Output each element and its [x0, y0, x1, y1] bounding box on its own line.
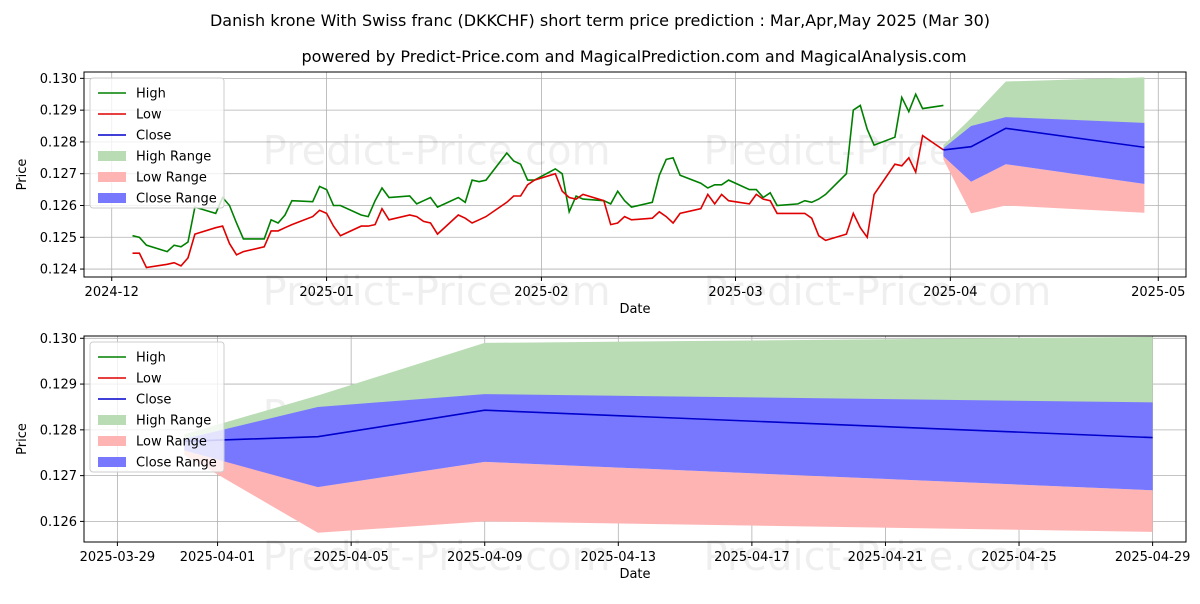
- bottom-xtick-label: 2025-04-21: [848, 550, 924, 565]
- bottom-xtick-label: 2025-04-13: [581, 550, 657, 565]
- bottom-legend-label: High: [136, 351, 166, 366]
- bottom-ytick-label: 0.129: [40, 378, 77, 393]
- top-xtick-label: 2025-04: [923, 285, 977, 300]
- bottom-xtick-label: 2025-04-17: [714, 550, 790, 565]
- bottom-legend-label: Close: [136, 393, 171, 408]
- top-xlabel: Date: [619, 302, 650, 317]
- top-legend-label: Close: [136, 129, 171, 144]
- bottom-xtick-label: 2025-04-25: [981, 550, 1057, 565]
- top-legend-swatch: [98, 172, 126, 182]
- close-range-band: [184, 394, 1153, 491]
- bottom-legend-label: Low Range: [136, 435, 207, 450]
- top-xtick-label: 2025-01: [299, 285, 353, 300]
- top-xtick-label: 2024-12: [85, 285, 139, 300]
- close-line: [943, 127, 1145, 151]
- top-ytick-label: 0.129: [40, 104, 77, 119]
- close-range-band: [943, 117, 1145, 184]
- top-frame: [83, 71, 1187, 278]
- top-legend-label: Low: [136, 108, 162, 123]
- low-range-band: [184, 448, 1153, 533]
- bottom-chart-panel: Predict-Price.comPredict-Price.comPredic…: [15, 332, 1190, 582]
- bottom-ylabel: Price: [15, 423, 30, 455]
- low-line: [132, 134, 944, 269]
- bottom-legend-label: Close Range: [136, 456, 217, 471]
- top-legend-swatch: [98, 193, 126, 203]
- bottom-legend-label: High Range: [136, 414, 211, 429]
- bottom-ytick-label: 0.126: [40, 515, 77, 530]
- top-legend-label: High Range: [136, 150, 211, 165]
- bottom-ytick-label: 0.128: [40, 423, 77, 438]
- top-ytick-label: 0.130: [40, 72, 77, 87]
- top-xtick-label: 2025-05: [1131, 285, 1185, 300]
- bottom-ytick-label: 0.130: [40, 332, 77, 347]
- bottom-xlabel: Date: [619, 567, 650, 582]
- chart-title: Danish krone With Swiss franc (DKKCHF) s…: [210, 11, 990, 30]
- bottom-xtick-label: 2025-04-09: [447, 550, 523, 565]
- top-xtick-label: 2025-02: [514, 285, 568, 300]
- top-ytick-label: 0.128: [40, 135, 77, 150]
- bottom-frame: [83, 335, 1187, 543]
- top-ytick-label: 0.126: [40, 199, 77, 214]
- bottom-legend-swatch: [98, 415, 126, 425]
- top-legend-swatch: [98, 151, 126, 161]
- high-line: [132, 92, 944, 253]
- bottom-legend-label: Low: [136, 372, 162, 387]
- top-legend-label: Low Range: [136, 171, 207, 186]
- bottom-legend-swatch: [98, 457, 126, 467]
- bottom-ytick-label: 0.127: [40, 469, 77, 484]
- top-ytick-label: 0.127: [40, 167, 77, 182]
- chart-subtitle: powered by Predict-Price.com and Magical…: [301, 47, 966, 66]
- watermark-text: Predict-Price.com: [263, 128, 611, 174]
- low-range-band: [943, 154, 1145, 214]
- close-line: [184, 409, 1153, 443]
- bottom-xtick-label: 2025-03-29: [80, 550, 156, 565]
- top-ytick-label: 0.125: [40, 231, 77, 246]
- top-ytick-label: 0.124: [40, 263, 77, 278]
- top-ylabel: Price: [15, 159, 30, 191]
- top-legend-label: Close Range: [136, 192, 217, 207]
- bottom-xtick-label: 2025-04-01: [180, 550, 256, 565]
- top-chart-panel: Predict-Price.com Predict-Price.comPredic…: [15, 71, 1187, 317]
- top-xtick-label: 2025-03: [708, 285, 762, 300]
- bottom-xtick-label: 2025-04-29: [1115, 550, 1191, 565]
- top-legend-label: High: [136, 87, 166, 102]
- bottom-legend-swatch: [98, 436, 126, 446]
- bottom-xtick-label: 2025-04-05: [313, 550, 389, 565]
